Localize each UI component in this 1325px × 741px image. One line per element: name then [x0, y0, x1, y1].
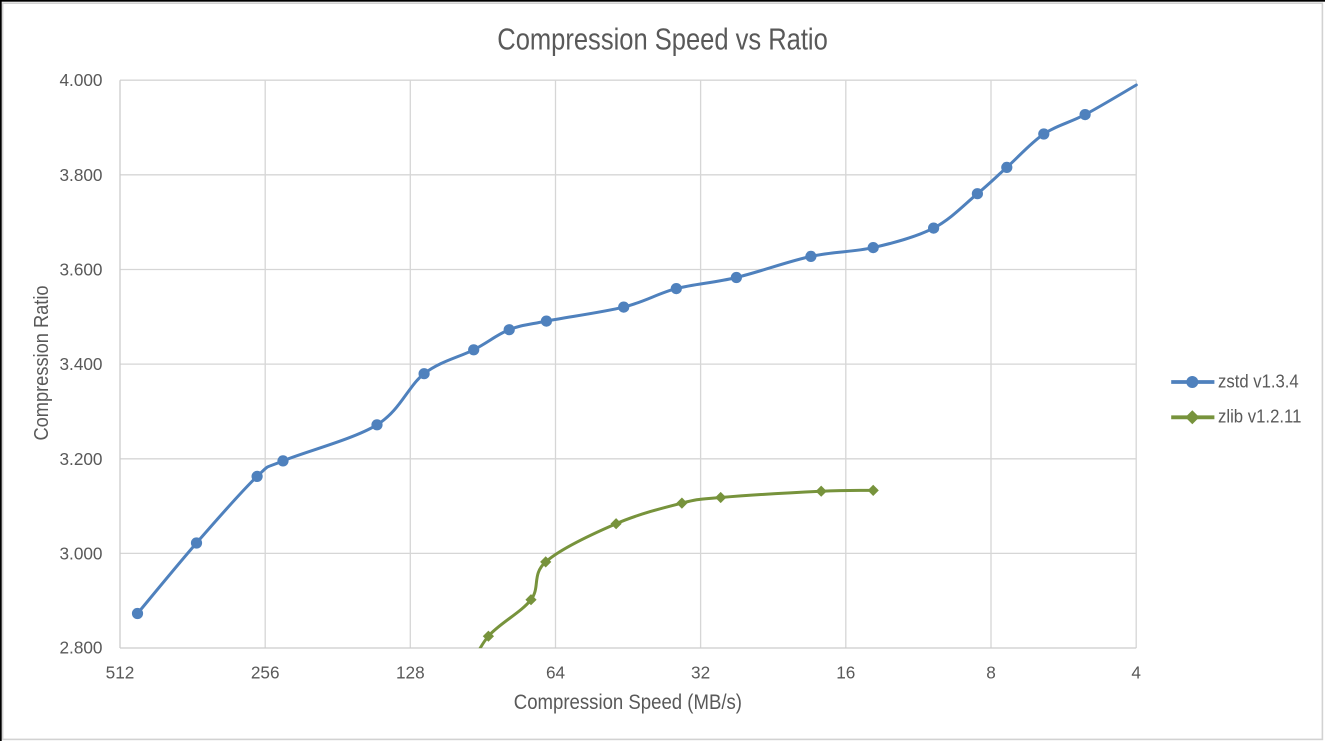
svg-text:8: 8 [986, 662, 996, 682]
svg-text:3.000: 3.000 [59, 543, 102, 563]
svg-text:3.400: 3.400 [59, 354, 102, 374]
svg-text:3.800: 3.800 [59, 165, 102, 185]
svg-text:64: 64 [546, 662, 566, 682]
svg-text:4: 4 [1131, 662, 1141, 682]
svg-text:Compression Ratio: Compression Ratio [30, 285, 53, 440]
svg-text:16: 16 [836, 662, 855, 682]
svg-text:Compression Speed vs Ratio: Compression Speed vs Ratio [497, 23, 828, 57]
svg-text:zlib v1.2.11: zlib v1.2.11 [1218, 407, 1301, 427]
svg-text:32: 32 [691, 662, 710, 682]
svg-text:Compression Speed (MB/s): Compression Speed (MB/s) [514, 691, 742, 714]
svg-text:512: 512 [106, 662, 135, 682]
svg-text:2.800: 2.800 [59, 638, 102, 658]
svg-text:4.000: 4.000 [59, 70, 102, 90]
svg-text:3.600: 3.600 [59, 260, 102, 280]
svg-text:3.200: 3.200 [59, 449, 102, 469]
svg-text:256: 256 [251, 662, 280, 682]
svg-text:zstd v1.3.4: zstd v1.3.4 [1218, 371, 1299, 391]
svg-text:128: 128 [396, 662, 425, 682]
